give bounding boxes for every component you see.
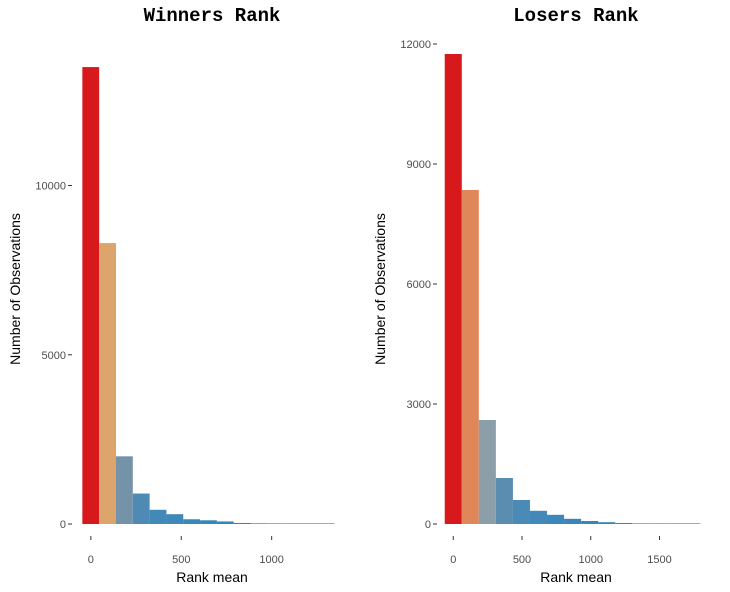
losers-rank-panel: Losers Rank Number of Observations Rank … bbox=[372, 5, 701, 585]
winners-bar-13 bbox=[300, 523, 318, 524]
losers-bar-7 bbox=[564, 518, 582, 524]
losers-bar-14 bbox=[683, 523, 701, 524]
winners-y-axis: 0 5000 10000 bbox=[35, 181, 72, 531]
winners-y-tick-label-2: 10000 bbox=[35, 181, 66, 193]
winners-bar-2 bbox=[115, 456, 133, 524]
winners-x-tick-label-1: 500 bbox=[172, 554, 190, 566]
winners-bar-1 bbox=[99, 243, 116, 524]
winners-x-axis-label: Rank mean bbox=[176, 569, 248, 585]
winners-rank-panel: Winners Rank Number of Observations Rank… bbox=[7, 5, 335, 585]
winners-y-tick-label-0: 0 bbox=[60, 519, 66, 531]
losers-bar-5 bbox=[529, 510, 548, 524]
winners-x-tick-label-0: 0 bbox=[88, 554, 94, 566]
winners-bar-8 bbox=[216, 521, 234, 524]
losers-bar-2 bbox=[478, 420, 496, 524]
winners-y-axis-label: Number of Observations bbox=[7, 213, 23, 365]
winners-bar-4 bbox=[149, 509, 167, 524]
winners-bar-5 bbox=[166, 514, 184, 524]
winners-chart-title: Winners Rank bbox=[144, 5, 281, 27]
losers-chart-title: Losers Rank bbox=[513, 5, 638, 27]
winners-bar-11 bbox=[267, 523, 285, 524]
losers-bar-10 bbox=[615, 523, 633, 524]
winners-bar-0 bbox=[82, 67, 100, 524]
winners-x-tick-label-2: 1000 bbox=[259, 554, 283, 566]
losers-y-axis-label: Number of Observations bbox=[372, 213, 388, 365]
losers-x-tick-label-1: 500 bbox=[513, 554, 531, 566]
losers-bar-9 bbox=[598, 522, 616, 524]
winners-bars bbox=[82, 67, 335, 524]
losers-bar-11 bbox=[632, 523, 650, 524]
losers-x-axis: 0 500 1000 1500 bbox=[450, 536, 672, 566]
losers-bar-0 bbox=[444, 54, 462, 524]
losers-bar-13 bbox=[666, 523, 684, 524]
winners-bar-3 bbox=[132, 493, 150, 524]
losers-y-axis: 0 3000 6000 9000 12000 bbox=[400, 39, 437, 531]
losers-bar-12 bbox=[649, 523, 667, 524]
winners-bar-10 bbox=[250, 523, 268, 524]
losers-bar-8 bbox=[581, 521, 599, 524]
winners-bar-14 bbox=[317, 523, 335, 524]
losers-x-tick-label-0: 0 bbox=[450, 554, 456, 566]
losers-bar-4 bbox=[512, 500, 530, 524]
losers-y-tick-label-1: 3000 bbox=[407, 399, 431, 411]
losers-y-tick-label-0: 0 bbox=[425, 519, 431, 531]
losers-bar-1 bbox=[461, 190, 479, 524]
winners-bar-6 bbox=[183, 519, 201, 524]
winners-y-tick-label-1: 5000 bbox=[42, 350, 66, 362]
losers-x-axis-label: Rank mean bbox=[540, 569, 612, 585]
losers-y-tick-label-2: 6000 bbox=[407, 279, 431, 291]
losers-bar-6 bbox=[547, 514, 565, 524]
winners-bar-7 bbox=[200, 520, 217, 524]
losers-x-tick-label-3: 1500 bbox=[647, 554, 671, 566]
losers-y-tick-label-4: 12000 bbox=[400, 39, 431, 51]
winners-bar-9 bbox=[233, 522, 251, 524]
winners-bar-12 bbox=[284, 523, 301, 524]
winners-x-axis: 0 500 1000 bbox=[88, 536, 284, 566]
losers-y-tick-label-3: 9000 bbox=[407, 159, 431, 171]
losers-bars bbox=[444, 54, 701, 524]
losers-bar-3 bbox=[495, 478, 513, 524]
losers-x-tick-label-2: 1000 bbox=[579, 554, 603, 566]
